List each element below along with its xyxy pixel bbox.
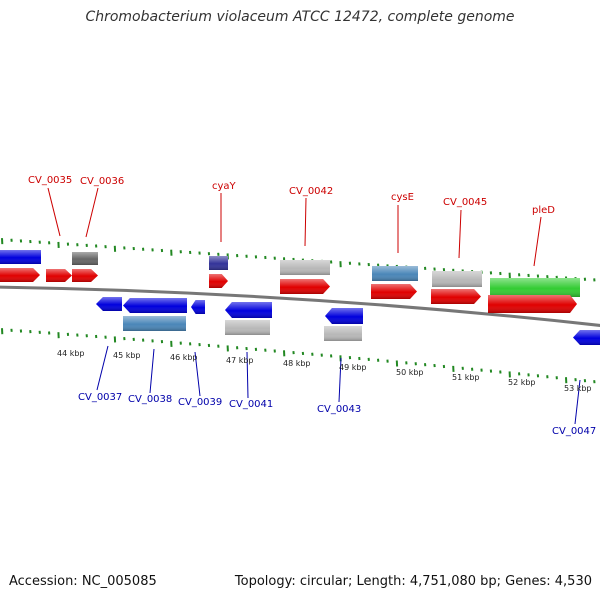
gene-label-cv0036[interactable]: CV_0036 bbox=[80, 176, 124, 187]
leader-line bbox=[246, 351, 249, 399]
cds-arrow-shade bbox=[0, 268, 40, 282]
gene-label-cv0045[interactable]: CV_0045 bbox=[443, 197, 487, 208]
gene-label-cyse[interactable]: cysE bbox=[391, 192, 414, 203]
scale-label: 48 kbp bbox=[283, 359, 311, 368]
cds-arrow-shade bbox=[280, 279, 330, 294]
scale-label: 47 kbp bbox=[226, 356, 254, 365]
cds-arrow-shade bbox=[488, 295, 577, 313]
cds-arrow-shade bbox=[72, 269, 98, 282]
gene-feature-shade bbox=[209, 256, 228, 270]
gene-label-cv0039[interactable]: CV_0039 bbox=[178, 397, 222, 408]
gene-label-cv0035[interactable]: CV_0035 bbox=[28, 175, 72, 186]
scale-label: 44 kbp bbox=[57, 349, 85, 358]
leader-line bbox=[304, 197, 307, 247]
map-title: Chromobacterium violaceum ATCC 12472, co… bbox=[85, 9, 515, 25]
scale-label: 50 kbp bbox=[396, 368, 424, 377]
leader-line bbox=[338, 357, 342, 403]
gene-label-cv0037[interactable]: CV_0037 bbox=[78, 392, 122, 403]
feature-tracks bbox=[0, 250, 600, 345]
leader-line bbox=[149, 348, 155, 394]
gene-feature-shade bbox=[432, 271, 482, 287]
leader-line bbox=[85, 187, 99, 238]
tick-marks-bottom bbox=[1, 328, 596, 384]
leader-line bbox=[96, 345, 109, 391]
leader-line bbox=[47, 187, 61, 237]
gene-feature-shade bbox=[72, 252, 98, 265]
cds-arrow-shade bbox=[191, 300, 205, 314]
gene-feature-shade bbox=[280, 260, 330, 275]
gene-label-cyay[interactable]: cyaY bbox=[212, 181, 237, 192]
accession-label: Accession: NC_005085 bbox=[9, 574, 157, 589]
cds-arrow-shade bbox=[46, 269, 72, 282]
cds-arrow-shade bbox=[325, 308, 363, 324]
gene-feature-shade bbox=[0, 250, 41, 264]
cds-arrow-shade bbox=[371, 284, 417, 299]
scale-label: 53 kbp bbox=[564, 384, 592, 393]
gene-label-cv0041[interactable]: CV_0041 bbox=[229, 399, 273, 410]
scale-label: 51 kbp bbox=[452, 373, 480, 382]
gene-label-pled[interactable]: pleD bbox=[532, 205, 555, 216]
gene-feature-shade bbox=[123, 316, 186, 331]
gene-label-cv0043[interactable]: CV_0043 bbox=[317, 404, 361, 415]
gene-label-cv0038[interactable]: CV_0038 bbox=[128, 394, 172, 405]
tick-marks-top bbox=[1, 238, 596, 283]
cds-arrow-shade bbox=[573, 330, 600, 345]
genome-summary: Topology: circular; Length: 4,751,080 bp… bbox=[234, 574, 592, 589]
cds-arrow-shade bbox=[96, 297, 122, 311]
gene-label-cv0047[interactable]: CV_0047 bbox=[552, 426, 596, 437]
leader-line bbox=[458, 209, 462, 259]
leader-line bbox=[194, 351, 201, 397]
gene-feature-shade bbox=[324, 326, 362, 341]
leader-line bbox=[533, 216, 542, 267]
cds-arrow-shade bbox=[123, 298, 187, 313]
leader-line bbox=[574, 379, 581, 425]
scale-label: 45 kbp bbox=[113, 351, 141, 360]
genome-backbone bbox=[0, 285, 600, 327]
gene-feature-shade bbox=[490, 278, 580, 297]
scale-label: 52 kbp bbox=[508, 378, 536, 387]
gene-label-cv0042[interactable]: CV_0042 bbox=[289, 186, 333, 197]
gene-feature-shade bbox=[372, 266, 418, 281]
label-leaders bbox=[47, 187, 581, 425]
cds-arrow-shade bbox=[431, 289, 481, 304]
cds-arrow-shade bbox=[209, 274, 228, 288]
gene-feature-shade bbox=[225, 320, 270, 335]
scale-label: 46 kbp bbox=[170, 353, 198, 362]
cds-arrow-shade bbox=[225, 302, 272, 318]
scale-label: 49 kbp bbox=[339, 363, 367, 372]
